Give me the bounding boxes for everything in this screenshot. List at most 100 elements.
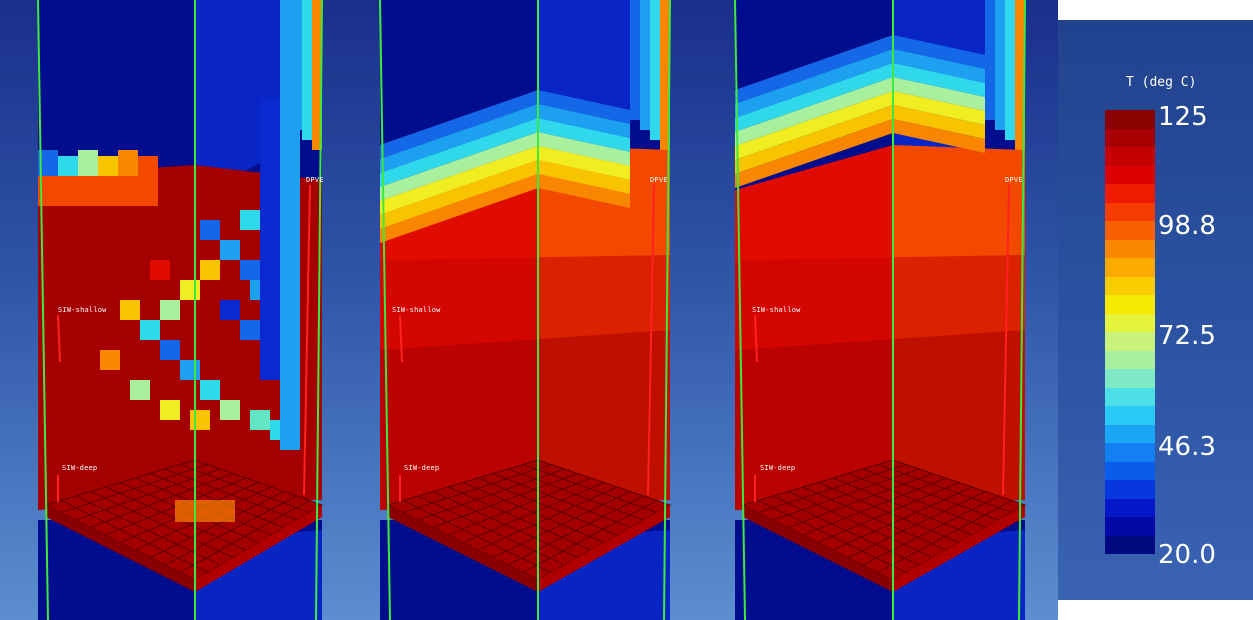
grid-line (817, 482, 960, 543)
legend-swatch (1105, 276, 1155, 295)
legend-swatch (1105, 461, 1155, 480)
thermal-front-cell (118, 150, 138, 176)
legend-swatch (1105, 295, 1155, 314)
grid-line (877, 464, 1012, 513)
legend-swatch (1105, 369, 1155, 388)
base-grid-side (388, 505, 538, 592)
dpve-label-middle: DPVE (650, 176, 668, 184)
plume-cell (200, 220, 220, 240)
legend-swatch (1105, 239, 1155, 258)
grid-line (832, 477, 973, 536)
base-grid-side (46, 505, 195, 592)
legend-swatch (1105, 184, 1155, 203)
legend-swatch (1105, 165, 1155, 184)
thermal-front-band (735, 49, 985, 118)
domain-boundary-line (734, 0, 746, 620)
dpve-well (303, 184, 311, 496)
thermal-front-band (735, 77, 985, 146)
thermal-front-band (380, 146, 630, 215)
grid-line (862, 495, 999, 566)
legend-swatch (1105, 147, 1155, 166)
siw-deep-label-left: SIW-deep (62, 464, 98, 472)
legend-swatch (1105, 258, 1155, 277)
domain-boundary-line (315, 0, 323, 620)
heated-layer-deep (735, 330, 1025, 510)
plume-cell (250, 410, 270, 430)
thermal-front-band (380, 90, 630, 159)
legend-swatch (1105, 313, 1155, 332)
legend-tick-125: 125 (1158, 102, 1208, 132)
thermal-front-band (380, 104, 630, 173)
thermal-front-cell (98, 156, 118, 182)
siw-shallow-well (754, 314, 758, 363)
edge-column-strip (640, 0, 650, 130)
plume-cell (130, 380, 150, 400)
edge-column-strip (302, 0, 312, 140)
thermal-front-cell (38, 150, 58, 176)
legend-swatch (1105, 424, 1155, 443)
thermal-front-band (380, 160, 630, 229)
siw-shallow-label-left: SIW-shallow (58, 306, 107, 314)
thermal-front-band (380, 132, 630, 201)
legend-swatch (1105, 387, 1155, 406)
legend-swatch (1105, 480, 1155, 499)
thermal-front-band (735, 91, 985, 160)
grid-line (477, 486, 618, 551)
plume-cell (190, 410, 210, 430)
plume-cell (180, 280, 200, 300)
grid-line (462, 482, 605, 543)
grid-line (477, 477, 618, 536)
plume-cell (160, 400, 180, 420)
grid-line (847, 473, 986, 528)
plume-cell (220, 400, 240, 420)
domain-boundary-line (37, 0, 49, 620)
legend-title: T (deg C) (1126, 75, 1197, 90)
edge-column-strip (1015, 0, 1025, 150)
legend-swatch (1105, 517, 1155, 536)
grid-line (847, 491, 986, 558)
legend-swatch (1105, 128, 1155, 147)
temperature-model-render (37, 0, 1027, 620)
legend-swatch (1105, 110, 1155, 129)
plume-cell (200, 260, 220, 280)
legend-tick-72-5: 72.5 (1158, 321, 1216, 351)
grid-line (522, 500, 657, 573)
edge-column-strip (660, 0, 670, 150)
edge-column-strip (650, 0, 660, 140)
plume-cell (160, 300, 180, 320)
color-legend: T (deg C) 125 98.8 72.5 46.3 20.0 (1058, 20, 1253, 600)
legend-tick-98-8: 98.8 (1158, 211, 1216, 241)
plume-cell (240, 320, 260, 340)
legend-swatch (1105, 202, 1155, 221)
heated-layer-deep (380, 330, 670, 510)
siw-shallow-label-middle: SIW-shallow (392, 306, 441, 314)
siw-shallow-label-right: SIW-shallow (752, 306, 801, 314)
edge-column-strip (312, 0, 322, 150)
grid-line (522, 464, 657, 513)
grid-line (179, 500, 310, 573)
edge-column-strip (985, 0, 995, 120)
edge-column-strip (630, 0, 640, 120)
legend-tick-20-0: 20.0 (1158, 540, 1216, 570)
dpve-label-left: DPVE (306, 176, 324, 184)
thermal-front-band (735, 105, 985, 174)
grid-line (165, 495, 297, 566)
domain-boundary-line (1018, 0, 1026, 620)
3d-viewport[interactable]: DPVE SIW-shallow SIW-deep DPVE SIW-shall… (0, 0, 1058, 620)
hot-spot (175, 500, 235, 522)
legend-swatch (1105, 406, 1155, 425)
thermal-front-band (735, 63, 985, 132)
legend-swatch (1105, 443, 1155, 462)
siw-deep-label-middle: SIW-deep (404, 464, 440, 472)
plume-cell (220, 240, 240, 260)
base-grid-side (743, 505, 893, 592)
cool-column (280, 0, 300, 450)
dpve-label-right: DPVE (1005, 176, 1023, 184)
plume-cell (140, 320, 160, 340)
domain-boundary-line (379, 0, 391, 620)
thermal-front-cell (78, 150, 98, 176)
thermal-front-band (380, 118, 630, 187)
plume-cell (160, 340, 180, 360)
plume-cell (200, 380, 220, 400)
grid-line (492, 491, 631, 558)
